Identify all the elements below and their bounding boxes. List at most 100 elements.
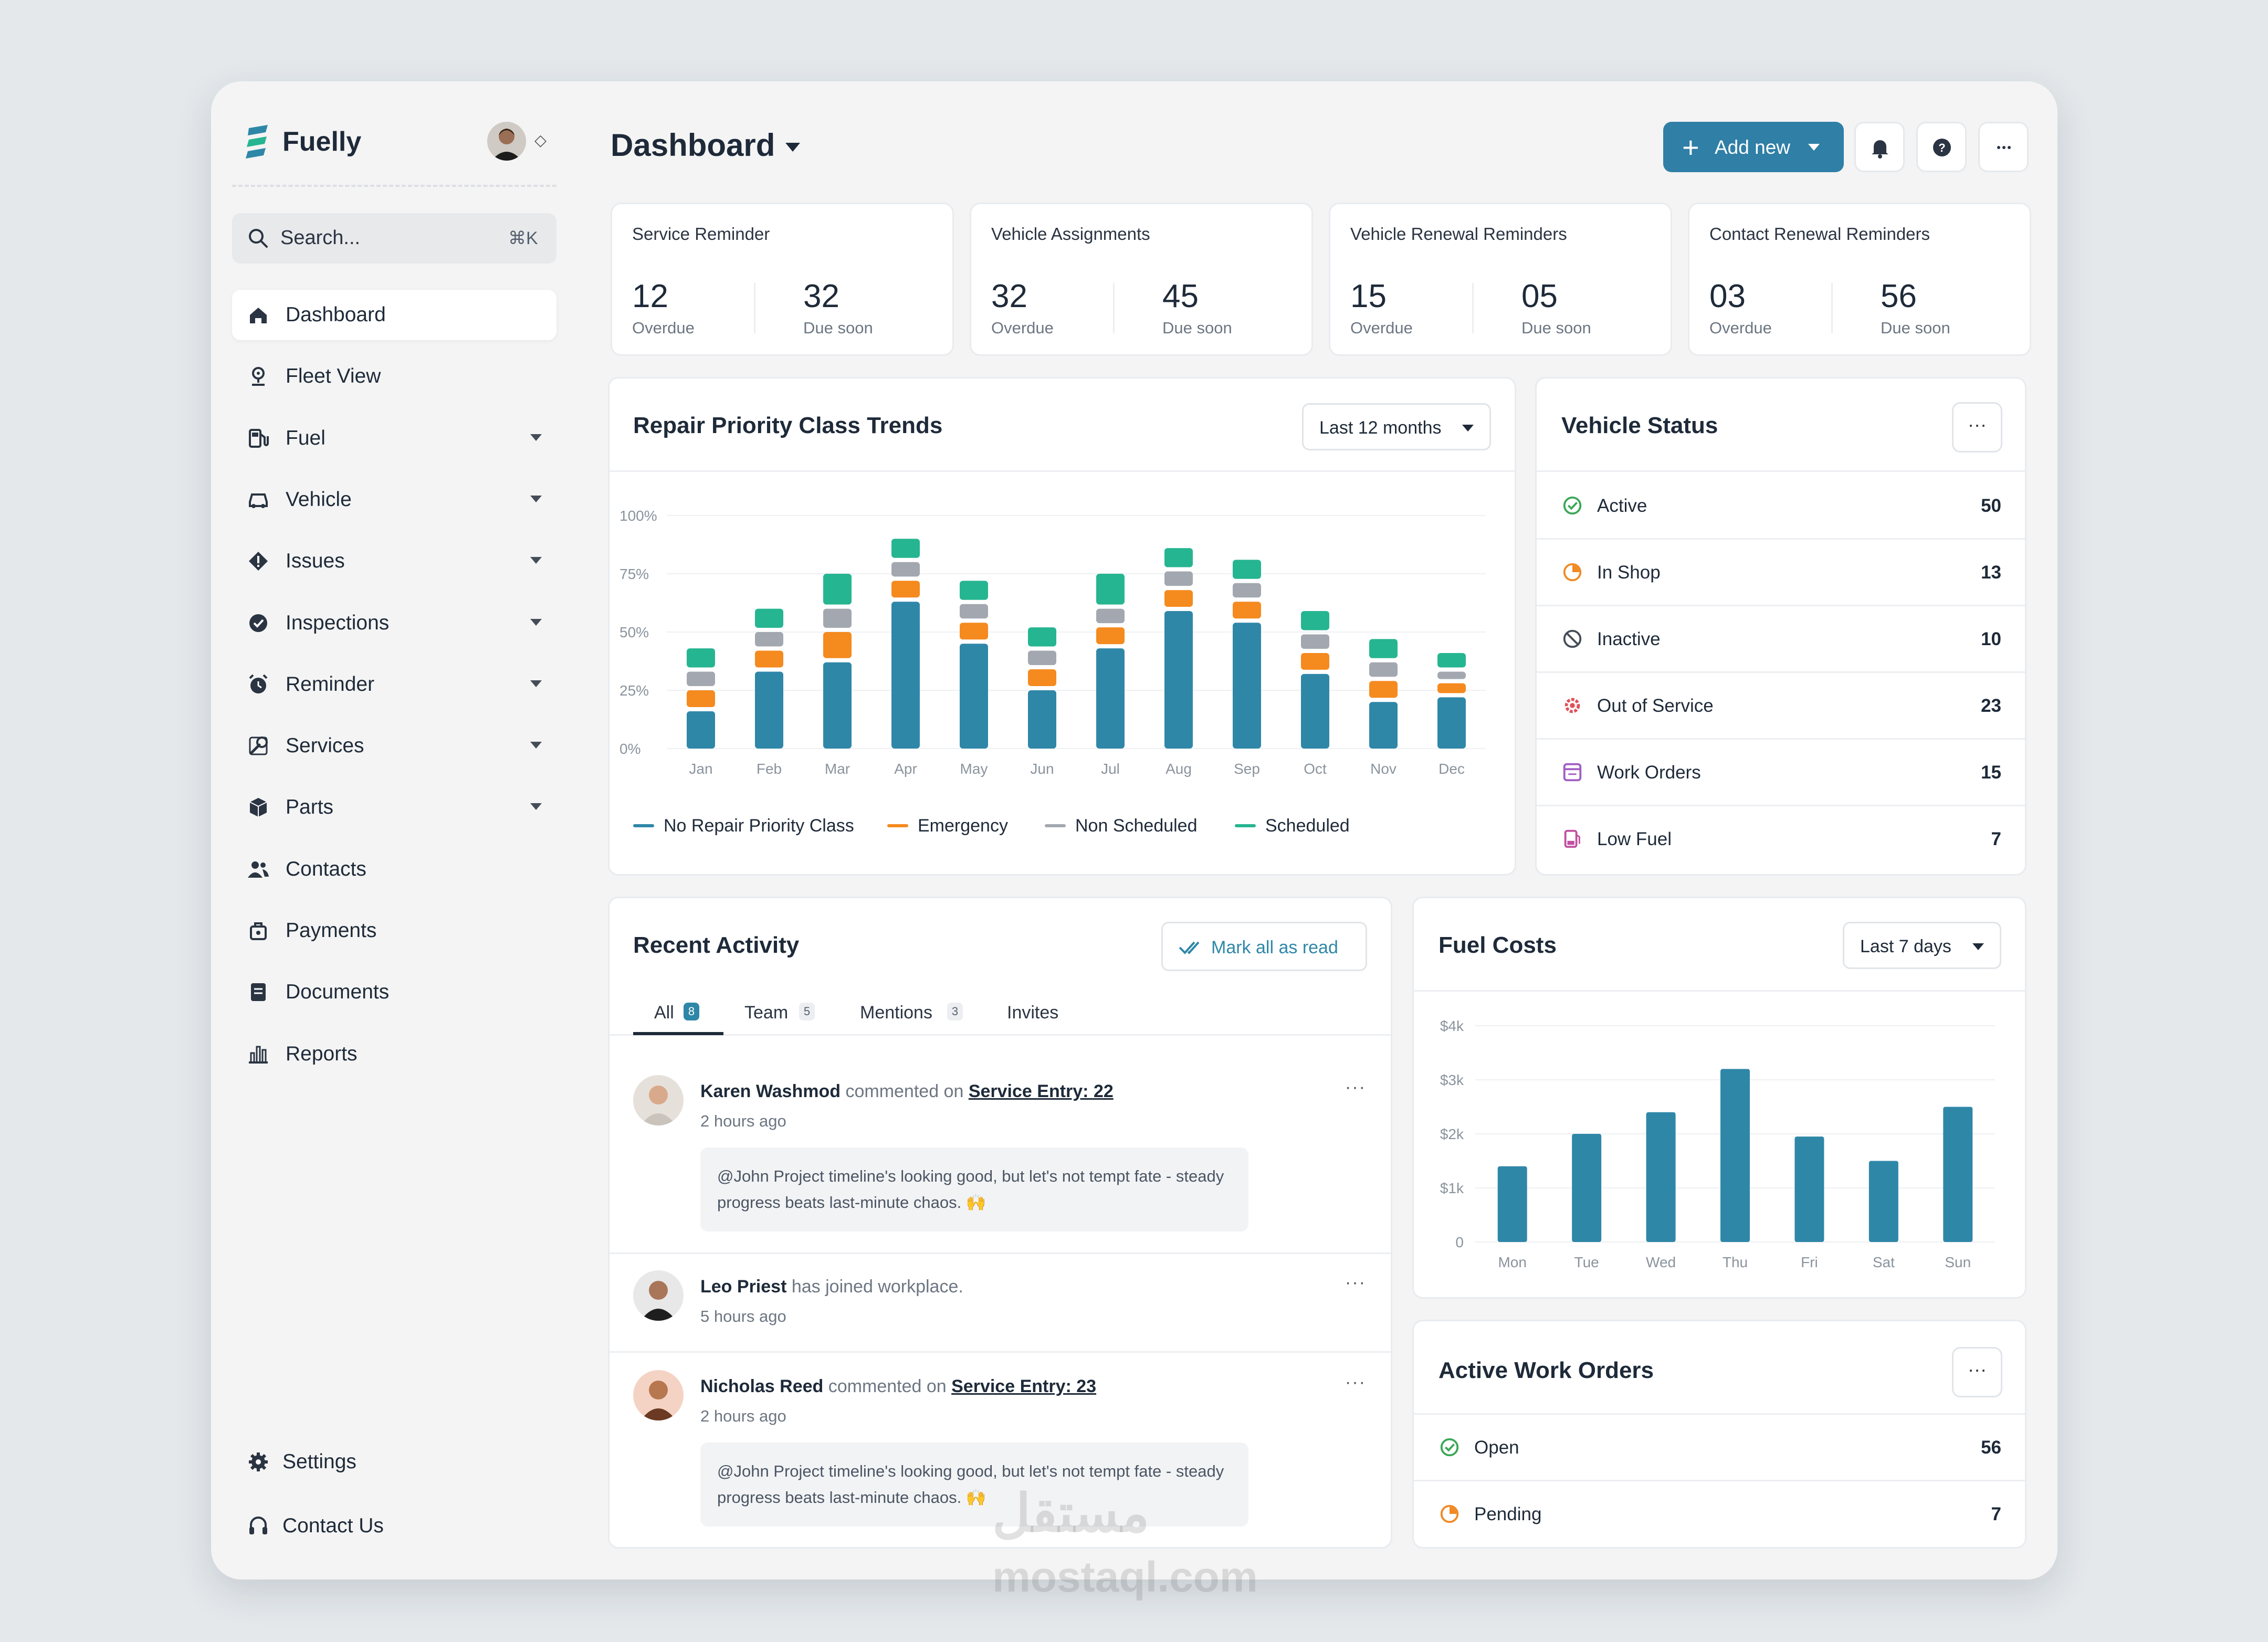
activity-more-button[interactable]: ··· [1345, 1272, 1366, 1292]
sidebar-item-contacts[interactable]: Contacts [232, 844, 556, 894]
bar-no-repair-priority-class [891, 602, 920, 749]
sidebar-item-reminder[interactable]: Reminder [232, 659, 556, 710]
vehicle-status-card [1535, 377, 2026, 876]
chevron-down-icon[interactable] [530, 803, 542, 811]
sidebar-item-documents[interactable]: Documents [232, 967, 556, 1017]
tab-all[interactable]: All [654, 1003, 674, 1023]
bar-scheduled [823, 574, 852, 605]
work-orders-more-button[interactable]: ··· [1952, 1347, 2002, 1397]
bar-no-repair-priority-class [1233, 623, 1261, 749]
sidebar-item-issues[interactable]: Issues [232, 536, 556, 586]
chevron-down-icon[interactable] [530, 618, 542, 626]
repair-range-dropdown[interactable]: Last 12 months [1302, 403, 1491, 450]
activity-user-name[interactable]: Nicholas Reed [700, 1376, 824, 1396]
stat-card-title: Contact Renewal Reminders [1709, 224, 1930, 244]
search-input[interactable] [232, 213, 556, 264]
divider [1414, 1413, 2025, 1415]
tab-team[interactable]: Team [744, 1003, 789, 1023]
bar-emergency [1096, 627, 1125, 645]
svg-text:?: ? [1938, 141, 1945, 154]
mark-all-read-button[interactable]: Mark all as read [1161, 922, 1367, 971]
divider [1537, 470, 2025, 472]
overdue-label: Overdue [1350, 319, 1413, 337]
alarm-icon [247, 673, 270, 696]
y-tick-label: 0 [1455, 1234, 1464, 1250]
bar-non-scheduled [1164, 571, 1193, 586]
overdue-label: Overdue [991, 319, 1054, 337]
bar-non-scheduled [1028, 650, 1056, 666]
watermark-logo: مستقل mostaql.com [992, 1484, 1258, 1601]
activity-target-link[interactable]: Service Entry: 22 [968, 1081, 1114, 1101]
clock-icon [1438, 1503, 1461, 1525]
x-tick-label: Fri [1801, 1254, 1818, 1270]
work-order-count: 56 [1981, 1437, 2001, 1458]
chevron-down-icon[interactable] [530, 434, 542, 441]
bar-emergency [1233, 602, 1261, 619]
bar-no-repair-priority-class [687, 711, 715, 749]
sidebar-item-services[interactable]: Services [232, 721, 556, 771]
sidebar-item-fleet-view[interactable]: Fleet View [232, 351, 556, 402]
divider [754, 283, 755, 333]
sidebar-item-parts[interactable]: Parts [232, 782, 556, 833]
bell-icon [1872, 140, 1888, 159]
help-button[interactable]: ? [1916, 122, 1967, 172]
activity-more-button[interactable]: ··· [1345, 1077, 1366, 1097]
chevron-down-icon[interactable] [785, 143, 800, 152]
fuel-cost-bar [1572, 1134, 1602, 1242]
chevron-down-icon[interactable] [530, 680, 542, 687]
account-switch-icon[interactable]: ◇ [534, 132, 547, 149]
sidebar-item-inspections[interactable]: Inspections [232, 598, 556, 648]
home-icon [247, 303, 270, 327]
document-icon [247, 981, 270, 1004]
activity-target-link[interactable]: Service Entry: 23 [951, 1376, 1097, 1396]
avatar[interactable] [633, 1075, 684, 1125]
fuel-costs-chart: $4k $3k $2k $1k 0 Mon Tue Wed Thu Fri Sat Sun [1440, 1018, 1995, 1270]
y-tick-label: 50% [620, 624, 649, 640]
fuel-range-dropdown[interactable]: Last 7 days [1843, 922, 2001, 969]
activity-user-name[interactable]: Karen Washmod [700, 1081, 841, 1101]
sidebar-item-dashboard[interactable]: Dashboard [232, 290, 556, 340]
divider [1537, 671, 2025, 673]
sidebar-item-fuel[interactable]: Fuel [232, 413, 556, 464]
tab-mentions[interactable]: Mentions [860, 1003, 932, 1023]
sidebar-item-reports[interactable]: Reports [232, 1029, 556, 1079]
check-circle-icon [1561, 494, 1583, 517]
chevron-down-icon[interactable] [530, 557, 542, 564]
search-shortcut: ⌘K [508, 228, 538, 248]
y-tick-label: 25% [620, 682, 649, 699]
fuel-range-label: Last 7 days [1860, 936, 1951, 956]
add-new-button[interactable]: + Add new [1663, 122, 1844, 172]
more-options-button[interactable] [1978, 122, 2029, 172]
bar-no-repair-priority-class [755, 671, 783, 749]
y-tick-label: $2k [1440, 1126, 1464, 1142]
sidebar-item-settings[interactable]: Settings [232, 1437, 556, 1487]
user-avatar[interactable] [487, 122, 526, 161]
check-circle-icon [247, 612, 270, 635]
gear-alert-icon [1561, 694, 1583, 717]
tab-invites[interactable]: Invites [1007, 1003, 1059, 1023]
sidebar-item-vehicle[interactable]: Vehicle [232, 475, 556, 525]
sidebar-item-label: Reminder [286, 672, 375, 696]
chevron-down-icon[interactable] [530, 742, 542, 749]
bar-emergency [823, 632, 852, 658]
chevron-down-icon [1972, 943, 1984, 950]
bar-scheduled [1096, 574, 1125, 605]
avatar[interactable] [633, 1270, 684, 1321]
notifications-button[interactable] [1854, 122, 1905, 172]
activity-user-name[interactable]: Leo Priest [700, 1277, 787, 1297]
vehicle-status-more-button[interactable]: ··· [1952, 402, 2002, 452]
chevron-down-icon[interactable] [530, 495, 542, 502]
x-tick-label: Sat [1873, 1254, 1895, 1270]
sidebar-item-payments[interactable]: Payments [232, 906, 556, 956]
bar-scheduled [1028, 627, 1056, 647]
sidebar-item-contact-us[interactable]: Contact Us [232, 1501, 556, 1551]
x-tick-label: Jan [689, 761, 712, 777]
vehicle-status-title: Vehicle Status [1561, 413, 1718, 438]
y-tick-label: 0% [620, 741, 640, 757]
clock-icon [1561, 561, 1583, 583]
activity-more-button[interactable]: ··· [1345, 1372, 1366, 1392]
divider [610, 1351, 1391, 1353]
x-tick-label: Wed [1646, 1254, 1676, 1270]
avatar[interactable] [633, 1370, 684, 1420]
box-icon [247, 796, 270, 819]
